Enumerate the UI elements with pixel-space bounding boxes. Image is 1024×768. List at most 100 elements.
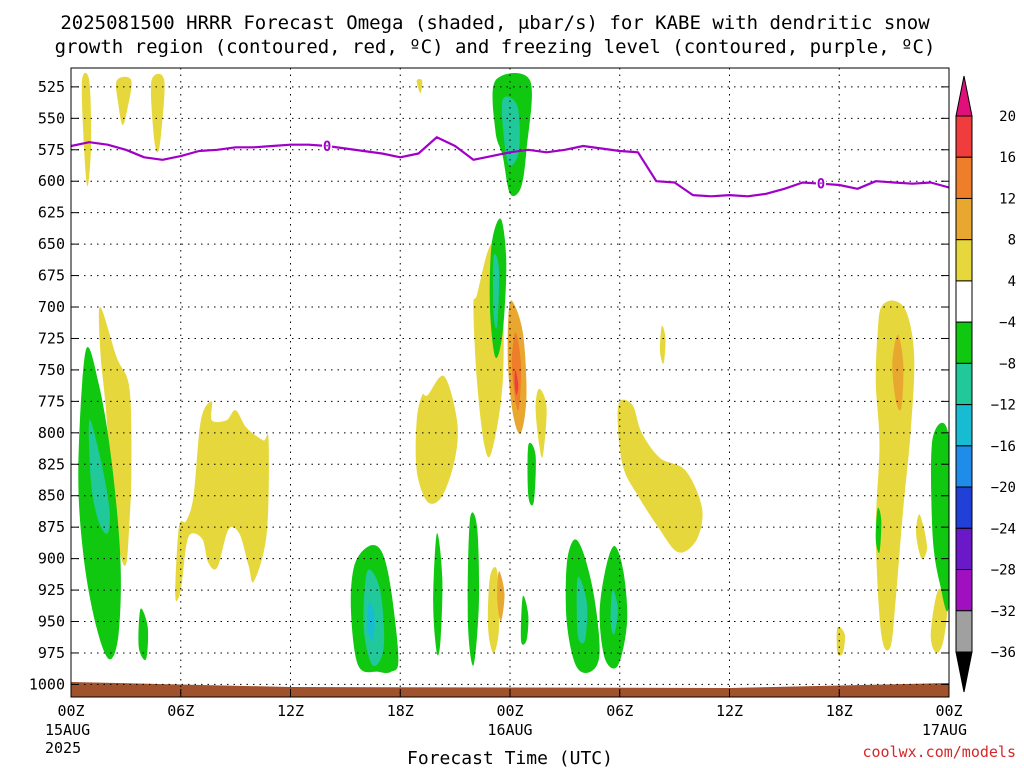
colorbar-arrow-top [955, 75, 973, 117]
freezing-level-label: 0 [817, 177, 825, 193]
colorbar-band [955, 404, 973, 447]
colorbar-label: −20 [991, 480, 1016, 496]
omega-region [875, 507, 882, 553]
omega-region [930, 423, 949, 612]
colorbar: 20 16 12 8 4 −4 −8 −12 −16 −20 −24 −28 −32 −36 [955, 75, 1016, 693]
omega-region [930, 588, 948, 654]
omega-region [514, 369, 519, 396]
omega-region [497, 571, 505, 622]
omega-region [617, 399, 703, 553]
y-tick-label: 725 [38, 329, 65, 347]
colorbar-band [955, 486, 973, 529]
colorbar-band [955, 321, 973, 364]
y-tick-label: 850 [38, 487, 65, 505]
grid-layer [71, 68, 949, 697]
colorbar-band [955, 445, 973, 488]
x-tick-label: 18Z [387, 702, 414, 720]
x-tick-label: 12Z [716, 702, 743, 720]
colorbar-label: −16 [991, 439, 1016, 455]
x-axis-label: Forecast Time (UTC) [407, 748, 613, 768]
x-tick-label: 00Z [57, 702, 84, 720]
freezing-level-label: 0 [323, 139, 331, 155]
colorbar-label: −12 [991, 398, 1016, 414]
colorbar-label: 12 [999, 191, 1016, 207]
colorbar-label: 8 [1008, 233, 1016, 249]
omega-region [98, 306, 132, 566]
y-tick-label: 525 [38, 78, 65, 96]
omega-region [467, 512, 480, 666]
colorbar-band [955, 610, 973, 653]
colorbar-band [955, 156, 973, 199]
x-tick-label: 12Z [277, 702, 304, 720]
colorbar-label: −32 [991, 604, 1016, 620]
y-tick-label: 750 [38, 361, 65, 379]
omega-region [610, 589, 618, 635]
omega-region [520, 595, 529, 645]
omega-region [88, 419, 110, 534]
x-tick-label: 00Z [496, 702, 523, 720]
x-tick-label: 00Z [935, 702, 962, 720]
colorbar-label: 20 [999, 109, 1016, 125]
colorbar-band [955, 280, 973, 323]
freezing-level-line [71, 136, 949, 198]
omega-region [81, 72, 92, 187]
omega-region [150, 73, 165, 153]
freezing-label-bg [322, 137, 333, 153]
freezing-level-layer: 00 [71, 136, 949, 198]
omega-region [875, 300, 915, 651]
omega-region [416, 79, 423, 94]
omega-region [175, 401, 269, 602]
omega-region [916, 514, 928, 559]
y-tick-label: 575 [38, 141, 65, 159]
colorbar-band [955, 239, 973, 282]
x-tick-label: 06Z [606, 702, 633, 720]
freezing-label-bg [815, 175, 826, 191]
colorbar-label: 4 [1008, 274, 1016, 290]
colorbar-band [955, 362, 973, 406]
omega-region [492, 253, 500, 329]
omega-region [501, 96, 520, 167]
chart-title-line-1: 2025081500 HRRR Forecast Omega (shaded, … [60, 12, 930, 34]
y-axis: 525 550 575 600 625 650 675 700 725 750 775 800 825 8… [29, 78, 949, 693]
x-tick-label: 06Z [167, 702, 194, 720]
colorbar-band [955, 569, 973, 612]
y-tick-label: 875 [38, 518, 65, 536]
y-tick-label: 625 [38, 204, 65, 222]
colorbar-label: −28 [991, 563, 1016, 579]
omega-region [836, 626, 846, 656]
colorbar-label: −36 [991, 645, 1016, 661]
x-tick-date: 17AUG [922, 721, 967, 739]
y-tick-label: 900 [38, 550, 65, 568]
colorbar-arrow-bottom [955, 651, 973, 693]
omega-region [527, 442, 536, 506]
colorbar-band [955, 115, 973, 158]
y-tick-label: 775 [38, 392, 65, 410]
omega-region [138, 608, 149, 661]
y-tick-label: 825 [38, 455, 65, 473]
y-tick-label: 800 [38, 424, 65, 442]
colorbar-label: −4 [999, 315, 1016, 331]
colorbar-band [955, 197, 973, 241]
omega-region [511, 332, 522, 411]
omega-region [892, 334, 904, 411]
x-tick-label: 18Z [826, 702, 853, 720]
y-tick-label: 675 [38, 267, 65, 285]
x-tick-date: 15AUG [45, 721, 90, 739]
colorbar-label: 16 [999, 150, 1016, 166]
y-tick-label: 975 [38, 644, 65, 662]
credit-text[interactable]: coolwx.com/models [862, 743, 1016, 761]
omega-region [415, 375, 458, 504]
y-tick-label: 700 [38, 298, 65, 316]
colorbar-band [955, 527, 973, 571]
omega-region [659, 325, 666, 364]
y-tick-label: 550 [38, 109, 65, 127]
colorbar-label: −24 [991, 521, 1016, 537]
omega-region [576, 576, 588, 644]
x-tick-date: 16AUG [487, 721, 532, 739]
y-tick-label: 925 [38, 581, 65, 599]
chart-title-line-2: growth region (contoured, red, ºC) and f… [55, 36, 936, 58]
y-tick-label: 950 [38, 613, 65, 631]
x-tick-year: 2025 [45, 739, 81, 757]
